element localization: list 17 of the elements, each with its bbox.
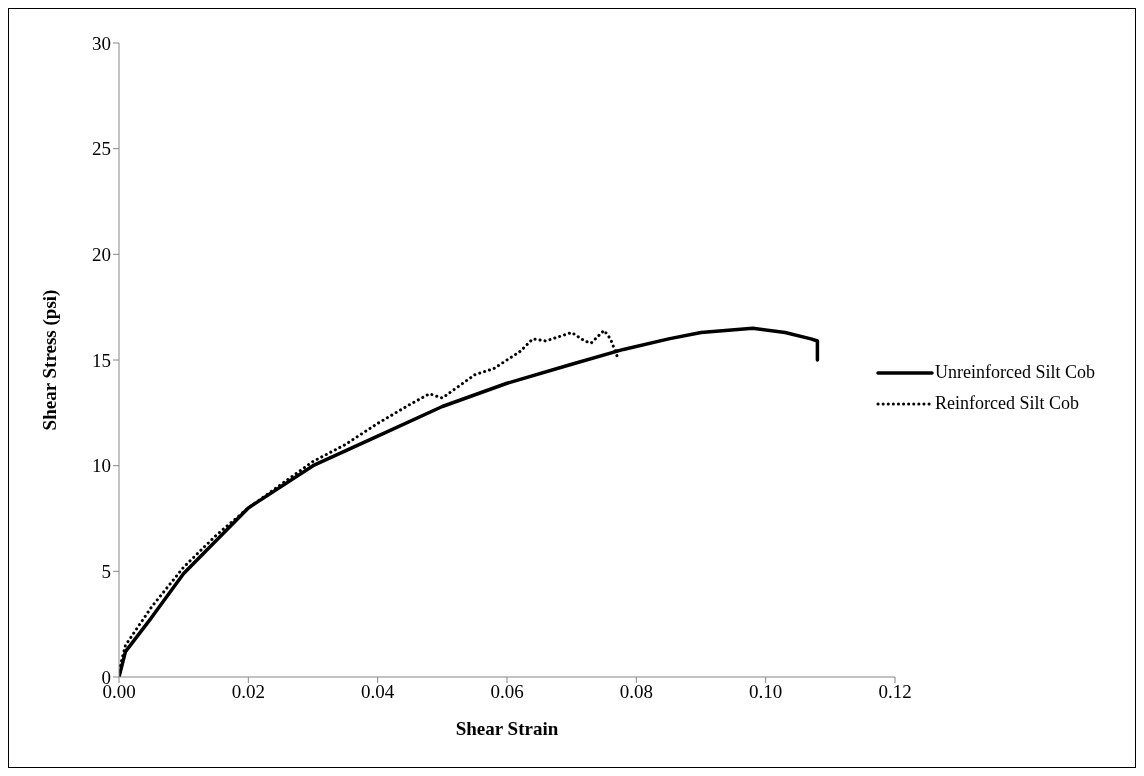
x-tick-label: 0.06 bbox=[490, 681, 524, 703]
y-tick-label: 5 bbox=[101, 561, 111, 583]
y-tick-label: 25 bbox=[92, 138, 111, 160]
x-tick-label: 0.12 bbox=[878, 681, 912, 703]
y-tick-label: 15 bbox=[92, 349, 111, 371]
line-series bbox=[119, 326, 820, 677]
x-tick-label: 0.02 bbox=[231, 681, 265, 703]
y-tick-label: 20 bbox=[92, 244, 111, 266]
y-axis-title: Shear Stress (psi) bbox=[38, 289, 61, 431]
x-tick-label: 0.10 bbox=[749, 681, 783, 703]
legend-label: Unreinforced Silt Cob bbox=[935, 362, 1095, 383]
x-tick-label: 0.08 bbox=[619, 681, 653, 703]
y-tick-label: 30 bbox=[92, 32, 111, 54]
legend-label: Reinforced Silt Cob bbox=[935, 393, 1079, 414]
x-tick-label: 0.04 bbox=[361, 681, 395, 703]
x-axis-title: Shear Strain bbox=[455, 718, 559, 739]
y-tick-label: 10 bbox=[92, 455, 111, 477]
